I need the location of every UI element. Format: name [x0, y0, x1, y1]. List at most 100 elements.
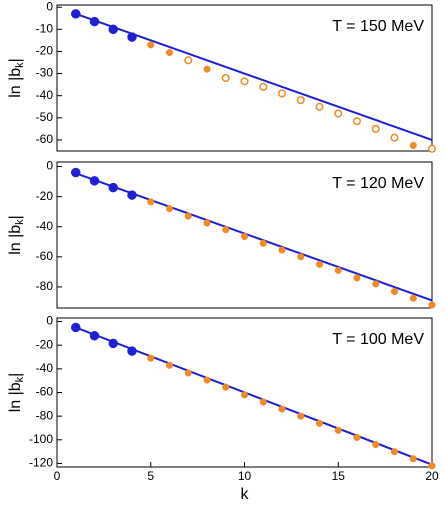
- y-tick-label: -20: [36, 44, 54, 58]
- y-tick-label: -100: [29, 432, 53, 446]
- point: [259, 398, 267, 406]
- point: [259, 82, 268, 91]
- point: [221, 73, 230, 83]
- y-axis-label: ln |bk|: [7, 373, 26, 413]
- point: [334, 109, 343, 118]
- point: [315, 260, 324, 268]
- plot-frame: [56, 4, 433, 152]
- y-label-end: |: [7, 215, 24, 219]
- point: [108, 182, 118, 193]
- point: [165, 49, 174, 57]
- x-tick-label: 20: [425, 469, 439, 483]
- point: [222, 226, 230, 234]
- point: [89, 176, 100, 186]
- y-tick-label: -60: [36, 249, 54, 263]
- point: [259, 239, 267, 247]
- point: [428, 301, 436, 309]
- point: [371, 124, 380, 133]
- point: [165, 361, 174, 369]
- y-tick-label: 0: [46, 314, 53, 328]
- point: [409, 455, 417, 463]
- point: [127, 32, 137, 42]
- point: [278, 405, 286, 413]
- point: [372, 280, 380, 288]
- point: [184, 369, 192, 377]
- point: [353, 274, 361, 282]
- y-label-main: ln |b: [7, 68, 24, 98]
- point: [89, 16, 100, 27]
- y-tick-label: -30: [36, 66, 54, 80]
- point: [390, 287, 399, 295]
- y-label-end: |: [7, 58, 24, 62]
- point: [240, 77, 249, 86]
- y-tick-label: -20: [36, 189, 54, 203]
- point: [390, 448, 399, 456]
- annotation: T = 120 MeV: [332, 175, 424, 192]
- x-tick-label: 0: [54, 469, 61, 483]
- point: [147, 198, 155, 206]
- point: [240, 391, 249, 399]
- point: [409, 141, 417, 150]
- point: [390, 133, 399, 142]
- y-label-sub: k: [14, 376, 26, 382]
- point: [240, 232, 249, 241]
- y-tick-label: -50: [36, 110, 54, 124]
- point: [203, 219, 211, 227]
- point: [108, 24, 118, 35]
- y-axis-label: ln |bk|: [7, 58, 26, 98]
- y-tick-label: -40: [36, 219, 54, 233]
- y-tick-label: -20: [36, 337, 54, 351]
- y-tick-label: -40: [36, 361, 54, 375]
- point: [277, 89, 287, 98]
- point: [428, 462, 436, 470]
- x-tick-label: 15: [332, 469, 346, 483]
- point: [296, 96, 305, 105]
- y-tick-label: 0: [46, 0, 53, 13]
- point: [353, 433, 361, 441]
- point: [352, 117, 362, 126]
- point: [89, 330, 100, 341]
- y-tick-label: -60: [36, 132, 54, 146]
- point: [127, 346, 137, 356]
- point: [315, 102, 324, 111]
- point: [427, 144, 437, 153]
- y-tick-label: -40: [36, 88, 54, 102]
- point: [147, 354, 155, 362]
- point: [71, 167, 81, 178]
- y-tick-label: 0: [46, 159, 53, 173]
- annotation: T = 100 MeV: [332, 331, 424, 348]
- y-label-main: ln |b: [7, 382, 24, 412]
- y-tick-label: -80: [36, 408, 54, 422]
- point: [184, 212, 192, 220]
- y-tick-label: -120: [29, 456, 53, 470]
- x-tick-label: 5: [147, 469, 154, 483]
- annotation: T = 150 MeV: [332, 18, 424, 35]
- point: [334, 426, 342, 434]
- point: [203, 65, 211, 73]
- point: [147, 41, 155, 49]
- y-axis-label: ln |bk|: [7, 215, 26, 255]
- point: [71, 9, 81, 19]
- point: [409, 294, 417, 302]
- point: [372, 440, 380, 449]
- point: [71, 322, 81, 333]
- point: [127, 190, 137, 200]
- point: [184, 56, 193, 65]
- point: [334, 266, 342, 274]
- point: [165, 205, 174, 213]
- point: [203, 376, 211, 384]
- point: [315, 419, 324, 427]
- point: [297, 412, 305, 420]
- y-tick-label: -60: [36, 385, 54, 399]
- point: [222, 383, 230, 391]
- y-label-main: ln |b: [7, 225, 24, 255]
- point: [108, 338, 118, 349]
- point: [278, 246, 286, 254]
- plot-frame: [56, 161, 433, 309]
- y-tick-label: -80: [36, 279, 54, 293]
- x-axis-label: k: [241, 486, 250, 503]
- y-label-end: |: [7, 373, 24, 377]
- point: [297, 253, 305, 261]
- y-label-sub: k: [14, 219, 26, 225]
